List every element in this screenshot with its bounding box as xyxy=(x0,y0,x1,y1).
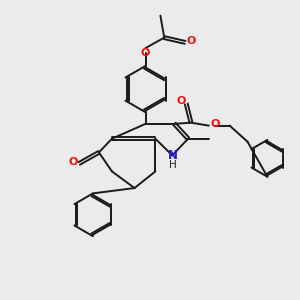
Text: O: O xyxy=(141,48,150,59)
Text: O: O xyxy=(176,96,186,106)
Text: O: O xyxy=(187,36,196,46)
Text: N: N xyxy=(168,149,178,162)
Text: O: O xyxy=(69,157,78,167)
Text: H: H xyxy=(169,160,177,170)
Text: O: O xyxy=(210,119,220,129)
